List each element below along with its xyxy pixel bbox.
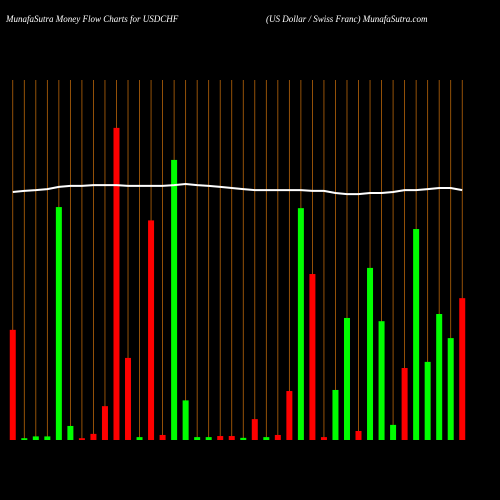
bar (424, 361, 431, 440)
bar (297, 208, 304, 440)
bar (171, 159, 178, 441)
bar (67, 425, 74, 440)
bar (182, 400, 189, 440)
bar (32, 436, 39, 440)
bar (228, 436, 235, 440)
bar (90, 433, 97, 440)
chart-subtitle: (US Dollar / Swiss Franc) MunafaSutra.co… (266, 14, 428, 24)
bar (148, 220, 155, 440)
money-flow-line (12, 183, 463, 196)
bar (113, 127, 120, 440)
bar (343, 317, 350, 440)
bar (205, 437, 212, 440)
bar (436, 314, 443, 440)
bar (413, 229, 420, 440)
bar (309, 274, 316, 440)
bar (332, 389, 339, 440)
bar (390, 424, 397, 440)
bar (401, 368, 408, 440)
bar (136, 437, 143, 440)
bar (21, 438, 28, 440)
bar (459, 298, 466, 440)
bar (194, 437, 201, 440)
bar (101, 406, 108, 440)
bar (251, 419, 258, 440)
bar (263, 437, 270, 440)
bar (367, 267, 374, 440)
bar (355, 431, 362, 440)
bar (320, 437, 327, 440)
bar (125, 357, 132, 440)
bar (159, 434, 166, 440)
bar (44, 436, 51, 440)
chart-title: MunafaSutra Money Flow Charts for USDCHF (5, 14, 179, 24)
bar (217, 436, 224, 440)
bar (286, 391, 293, 440)
bar (78, 438, 85, 440)
bar (55, 207, 62, 440)
bar (240, 437, 247, 440)
bar (378, 321, 385, 440)
bar (447, 338, 454, 440)
bar (9, 329, 16, 440)
bar (274, 434, 281, 440)
